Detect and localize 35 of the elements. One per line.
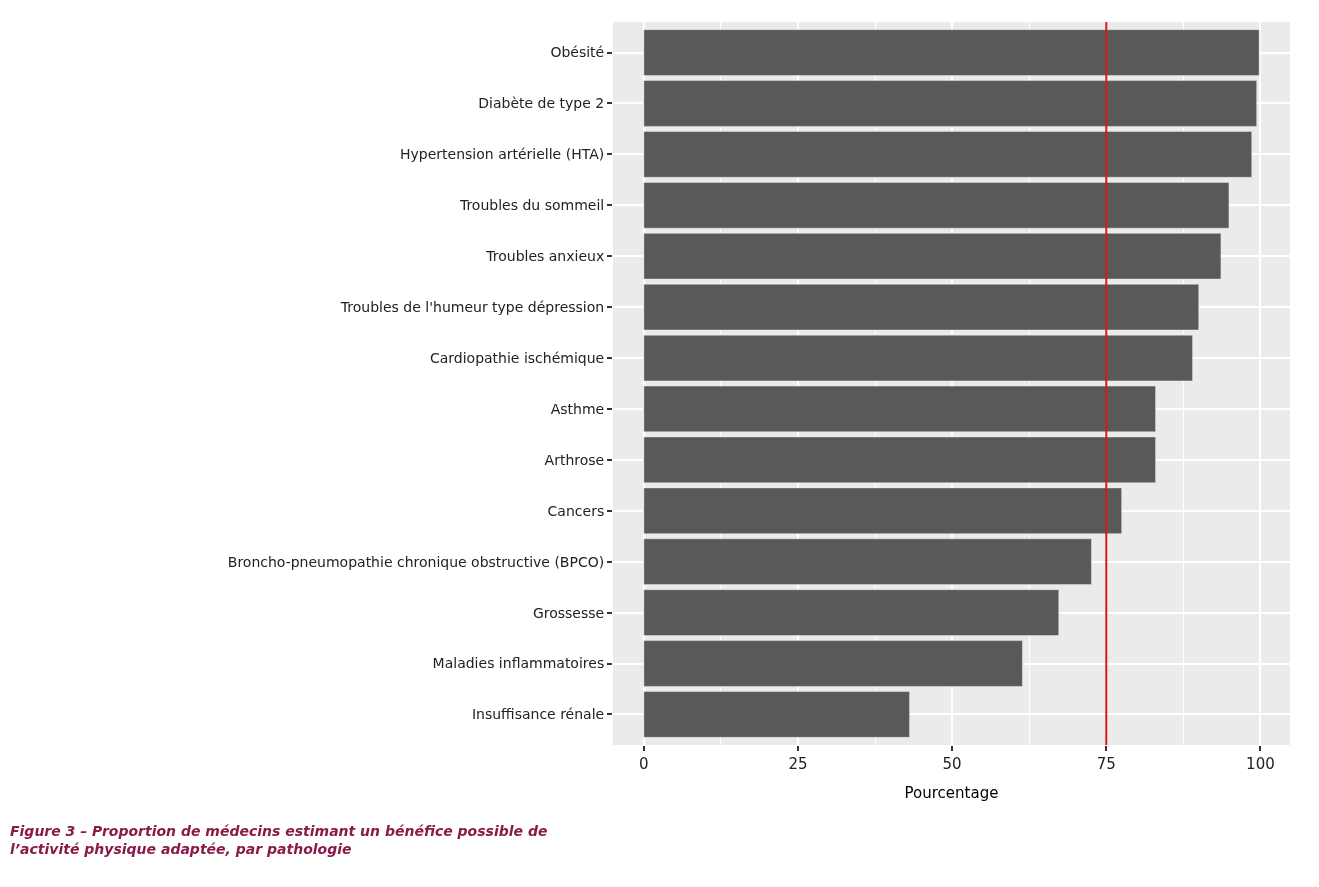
x-tick-label: 25: [788, 755, 808, 773]
y-tick-label: Troubles du sommeil: [458, 197, 605, 214]
y-tick-label: Asthme: [550, 400, 605, 417]
y-tick-label: Broncho-pneumopathie chronique obstructive (BPCO): [227, 553, 605, 570]
y-tick-label: Grossesse: [532, 604, 605, 621]
bar: [643, 589, 1060, 636]
y-tick-label: Hypertension artérielle (HTA): [400, 146, 605, 163]
bar: [643, 233, 1222, 280]
bar: [643, 691, 910, 738]
x-tick-label: 75: [1096, 755, 1116, 773]
bar: [643, 385, 1156, 433]
x-axis-title: Pourcentage: [904, 784, 999, 802]
y-tick-label: Troubles de l'humeur type dépression: [339, 299, 605, 316]
y-tick-label: Troubles anxieux: [485, 248, 605, 265]
x-tick-label: 100: [1246, 755, 1275, 773]
bar: [643, 131, 1253, 178]
y-tick-label: Obésité: [550, 44, 605, 61]
caption: Figure 3 – Proportion de médecins estimant un bénéfice possible de l’activité physique adaptée, par pathologie: [10, 823, 548, 858]
y-tick-label: Arthrose: [544, 451, 605, 468]
bar: [643, 283, 1199, 331]
bar: [643, 29, 1260, 76]
bar: [643, 334, 1193, 382]
x-tick-label: 0: [639, 755, 649, 773]
y-tick-label: Cancers: [547, 502, 605, 519]
bar: [643, 436, 1156, 484]
y-tick-label: Maladies inflammatoires: [432, 655, 605, 672]
x-tick-label: 50: [942, 755, 962, 773]
bar: [643, 487, 1122, 534]
bar: [643, 538, 1092, 585]
y-tick-label: Cardiopathie ischémique: [429, 349, 605, 366]
bar: [643, 182, 1230, 229]
bar: [643, 640, 1023, 687]
y-tick-label: Insuffisance rénale: [471, 706, 605, 723]
y-tick-label: Diabète de type 2: [478, 95, 605, 112]
bar: [643, 80, 1257, 127]
